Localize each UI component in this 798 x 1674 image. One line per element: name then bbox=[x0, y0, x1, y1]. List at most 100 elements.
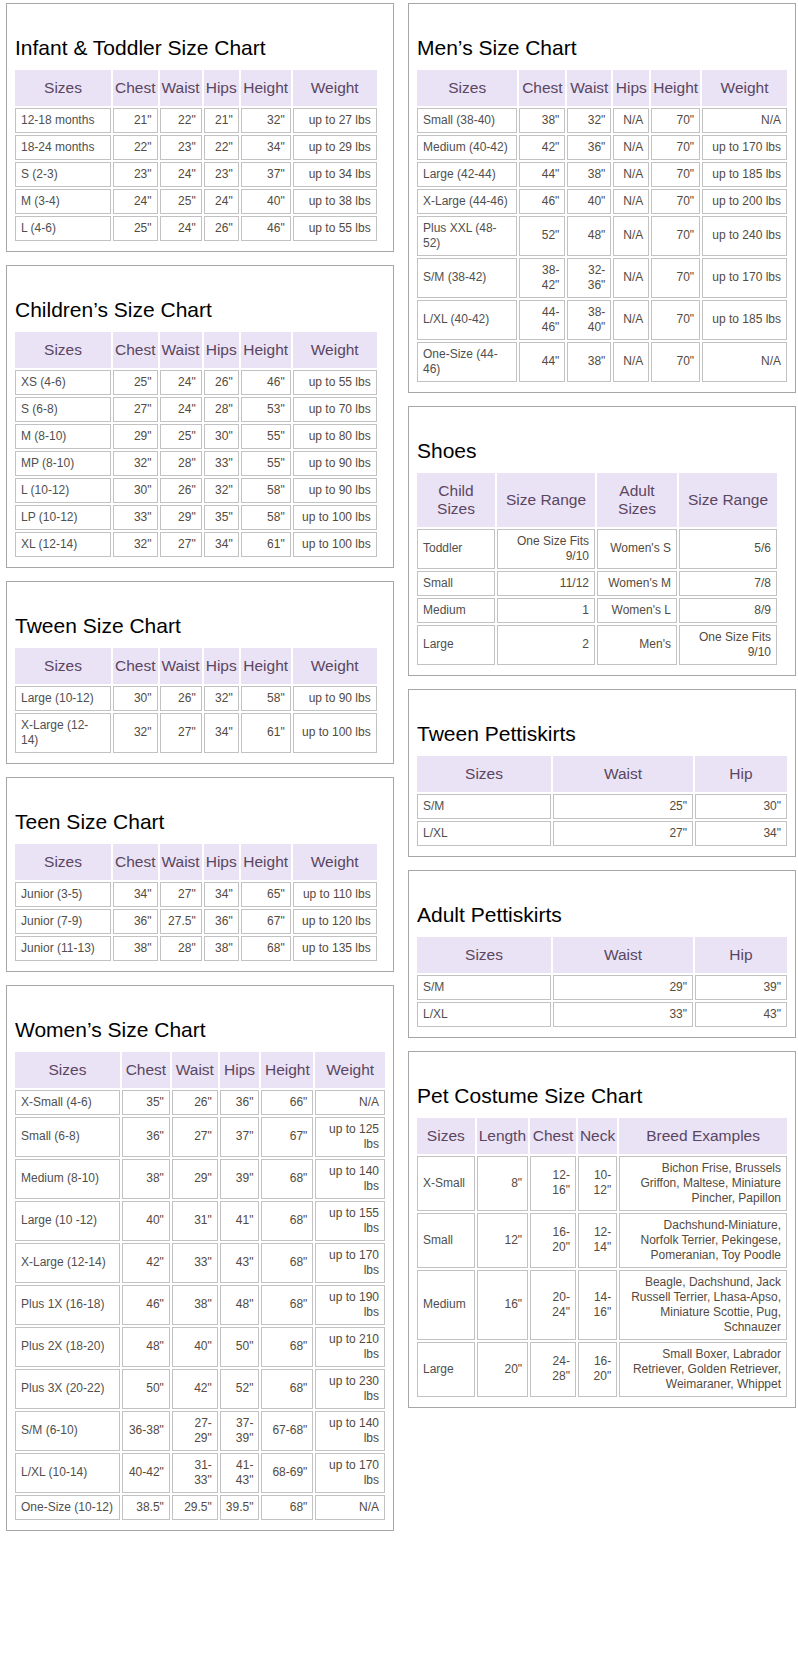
size-label-cell: Large (10 -12) bbox=[15, 1201, 120, 1241]
header-row: SizesChestWaistHipsHeightWeight bbox=[15, 70, 377, 106]
table-header: SizesWaistHip bbox=[417, 756, 787, 792]
size-chart-table: SizesChestWaistHipsHeightWeightXS (4-6)2… bbox=[13, 330, 379, 559]
value-cell: 7/8 bbox=[679, 571, 777, 596]
table-row: Junior (3-5)34"27"34"65"up to 110 lbs bbox=[15, 882, 377, 907]
value-cell: 12" bbox=[477, 1213, 528, 1268]
table-row: X-Large (12-14)32"27"34"61"up to 100 lbs bbox=[15, 713, 377, 753]
column-header: Weight bbox=[293, 648, 377, 684]
value-cell: 30" bbox=[695, 794, 787, 819]
value-cell: up to 210 lbs bbox=[315, 1327, 385, 1367]
table-row: One-Size (10-12)38.5"29.5"39.5"68"N/A bbox=[15, 1495, 385, 1520]
column-header: Weight bbox=[293, 332, 377, 368]
value-cell: up to 55 lbs bbox=[293, 216, 377, 241]
size-label-cell: L/XL (10-14) bbox=[15, 1453, 120, 1493]
value-cell: up to 80 lbs bbox=[293, 424, 377, 449]
table-row: Small12"16-20"12-14"Dachshund-Miniature,… bbox=[417, 1213, 787, 1268]
value-cell: 52" bbox=[220, 1369, 260, 1409]
value-cell: 42" bbox=[519, 135, 565, 160]
value-cell: 20-24" bbox=[530, 1270, 576, 1340]
value-cell: 40" bbox=[122, 1201, 170, 1241]
column-header: Waist bbox=[160, 70, 202, 106]
value-cell: up to 140 lbs bbox=[315, 1411, 385, 1451]
size-label-cell: L/XL bbox=[417, 821, 551, 846]
column-header: Sizes bbox=[417, 70, 517, 106]
table-header: SizesChestWaistHipsHeightWeight bbox=[15, 648, 377, 684]
value-cell: 29" bbox=[553, 975, 693, 1000]
table-header: Child SizesSize RangeAdult SizesSize Ran… bbox=[417, 473, 777, 527]
table-row: L (10-12)30"26"32"58"up to 90 lbs bbox=[15, 478, 377, 503]
value-cell: 36" bbox=[567, 135, 611, 160]
value-cell: 48" bbox=[220, 1285, 260, 1325]
value-cell: 37" bbox=[220, 1117, 260, 1157]
value-cell: 26" bbox=[160, 686, 202, 711]
column-header: Weight bbox=[293, 844, 377, 880]
value-cell: 36" bbox=[113, 909, 158, 934]
value-cell: 8/9 bbox=[679, 598, 777, 623]
value-cell: 29" bbox=[172, 1159, 218, 1199]
header-row: Child SizesSize RangeAdult SizesSize Ran… bbox=[417, 473, 777, 527]
column-header: Sizes bbox=[15, 70, 111, 106]
chart-title: Men’s Size Chart bbox=[417, 36, 789, 60]
table-row: Large20"24-28"16-20"Small Boxer, Labrado… bbox=[417, 1342, 787, 1397]
table-row: ToddlerOne Size Fits 9/10Women's S5/6 bbox=[417, 529, 777, 569]
table-row: L/XL27"34" bbox=[417, 821, 787, 846]
value-cell: up to 170 lbs bbox=[702, 258, 787, 298]
table-body: Junior (3-5)34"27"34"65"up to 110 lbsJun… bbox=[15, 882, 377, 961]
value-cell: 24" bbox=[204, 189, 239, 214]
value-cell: N/A bbox=[613, 135, 649, 160]
value-cell: One Size Fits 9/10 bbox=[679, 625, 777, 665]
table-row: L/XL (10-14)40-42"31-33"41-43"68-69"up t… bbox=[15, 1453, 385, 1493]
table-row: Medium16"20-24"14-16"Beagle, Dachshund, … bbox=[417, 1270, 787, 1340]
value-cell: 22" bbox=[160, 108, 202, 133]
column-header: Height bbox=[261, 1052, 313, 1088]
column-header: Chest bbox=[530, 1118, 576, 1154]
value-cell: 32" bbox=[567, 108, 611, 133]
value-cell: 67-68" bbox=[261, 1411, 313, 1451]
value-cell: 70" bbox=[651, 216, 700, 256]
column-header: Sizes bbox=[417, 1118, 475, 1154]
table-row: MP (8-10)32"28"33"55"up to 90 lbs bbox=[15, 451, 377, 476]
table-body: Large (10-12)30"26"32"58"up to 90 lbsX-L… bbox=[15, 686, 377, 753]
size-label-cell: Medium (8-10) bbox=[15, 1159, 120, 1199]
value-cell: 44" bbox=[519, 162, 565, 187]
value-cell: 23" bbox=[204, 162, 239, 187]
value-cell: 30" bbox=[204, 424, 239, 449]
value-cell: 43" bbox=[220, 1243, 260, 1283]
value-cell: 37" bbox=[241, 162, 291, 187]
value-cell: 46" bbox=[122, 1285, 170, 1325]
table-body: Small (38-40)38"32"N/A70"N/AMedium (40-4… bbox=[417, 108, 787, 382]
column-header: Hips bbox=[204, 844, 239, 880]
table-body: X-Small8"12-16"10-12"Bichon Frise, Bruss… bbox=[417, 1156, 787, 1397]
value-cell: Beagle, Dachshund, Jack Russell Terrier,… bbox=[619, 1270, 787, 1340]
value-cell: up to 90 lbs bbox=[293, 478, 377, 503]
value-cell: N/A bbox=[613, 258, 649, 298]
value-cell: 38" bbox=[122, 1159, 170, 1199]
table-row: Small11/12Women's M7/8 bbox=[417, 571, 777, 596]
value-cell: 1 bbox=[497, 598, 595, 623]
size-label-cell: X-Small (4-6) bbox=[15, 1090, 120, 1115]
size-label-cell: Toddler bbox=[417, 529, 495, 569]
chart-title: Adult Pettiskirts bbox=[417, 903, 789, 927]
value-cell: 24" bbox=[160, 162, 202, 187]
table-body: X-Small (4-6)35"26"36"66"N/ASmall (6-8)3… bbox=[15, 1090, 385, 1520]
size-chart-table: SizesChestWaistHipsHeightWeightLarge (10… bbox=[13, 646, 379, 755]
value-cell: 68-69" bbox=[261, 1453, 313, 1493]
value-cell: up to 100 lbs bbox=[293, 713, 377, 753]
size-label-cell: Large bbox=[417, 625, 495, 665]
size-label-cell: LP (10-12) bbox=[15, 505, 111, 530]
value-cell: 61" bbox=[241, 713, 291, 753]
column-header: Chest bbox=[519, 70, 565, 106]
value-cell: 39" bbox=[220, 1159, 260, 1199]
size-label-cell: Junior (3-5) bbox=[15, 882, 111, 907]
table-row: XL (12-14)32"27"34"61"up to 100 lbs bbox=[15, 532, 377, 557]
size-label-cell: Small (38-40) bbox=[417, 108, 517, 133]
value-cell: up to 38 lbs bbox=[293, 189, 377, 214]
value-cell: 25" bbox=[113, 370, 158, 395]
table-body: 12-18 months21"22"21"32"up to 27 lbs18-2… bbox=[15, 108, 377, 241]
value-cell: 44-46" bbox=[519, 300, 565, 340]
value-cell: 65" bbox=[241, 882, 291, 907]
table-row: Large (42-44)44"38"N/A70"up to 185 lbs bbox=[417, 162, 787, 187]
value-cell: 34" bbox=[204, 532, 239, 557]
size-label-cell: S/M (6-10) bbox=[15, 1411, 120, 1451]
chart-box-tween-pettiskirts: Tween PettiskirtsSizesWaistHipS/M25"30"L… bbox=[408, 689, 796, 857]
